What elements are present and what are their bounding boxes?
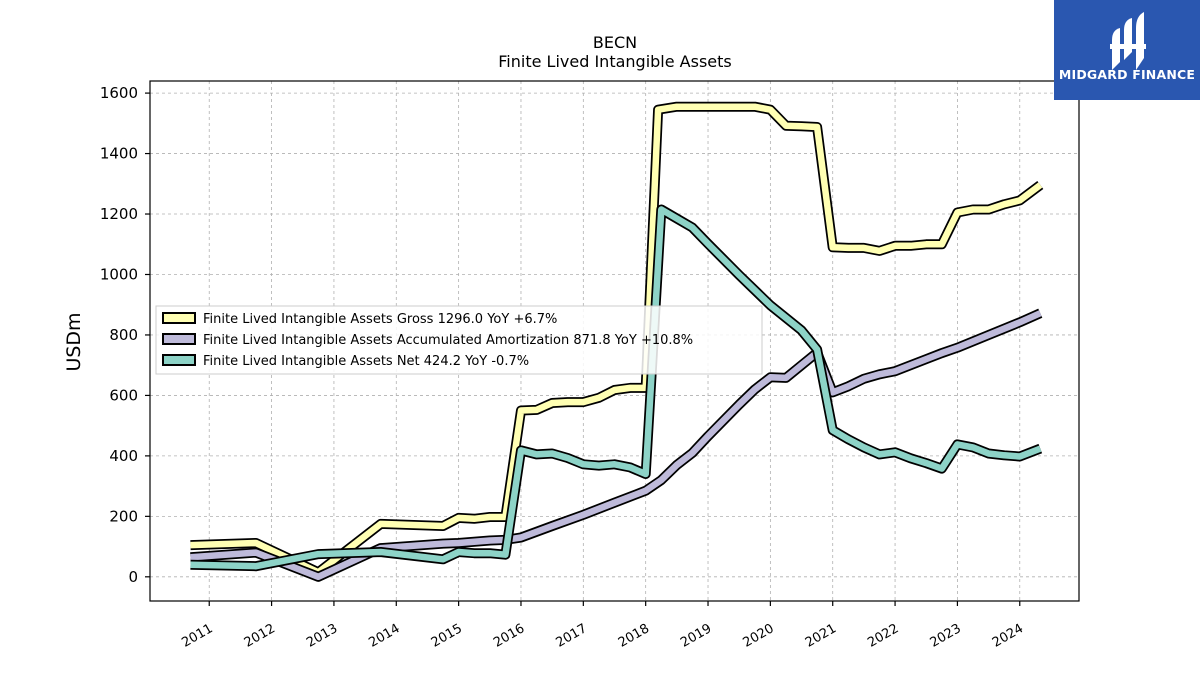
- x-tick-label: 2022: [865, 621, 901, 651]
- series-line-1: [190, 310, 1042, 581]
- chart-subtitle: Finite Lived Intangible Assets: [498, 52, 731, 71]
- legend-swatch-1: [162, 333, 196, 345]
- legend-swatch-2: [162, 354, 196, 366]
- x-tick-label: 2020: [741, 621, 777, 651]
- y-tick-label: 0: [128, 568, 138, 586]
- logo-mark-icon: [1110, 12, 1146, 70]
- series-line-0: [190, 103, 1043, 576]
- y-tick-label: 1400: [100, 145, 138, 163]
- y-tick-label: 200: [109, 507, 138, 525]
- legend-box: [155, 305, 763, 375]
- x-tick-label: 2011: [179, 621, 215, 651]
- y-axis-label: USDm: [63, 312, 85, 371]
- x-tick-label: 2015: [429, 621, 465, 651]
- x-tick-label: 2014: [366, 621, 402, 651]
- y-tick-label: 800: [109, 326, 138, 344]
- x-tick-label: 2013: [304, 621, 340, 651]
- x-tick-label: 2021: [803, 621, 839, 651]
- y-tick-label: 1600: [100, 84, 138, 102]
- series-lines: [190, 101, 1044, 582]
- x-tick-label: 2017: [553, 621, 589, 651]
- x-tick-label: 2018: [616, 621, 652, 651]
- chart-title: BECN: [593, 33, 637, 52]
- legend: Finite Lived Intangible Assets Gross 129…: [155, 305, 763, 375]
- x-tick-label: 2019: [678, 621, 714, 651]
- plot-frame: [149, 80, 1080, 602]
- legend-entry-0: Finite Lived Intangible Assets Gross 129…: [203, 312, 557, 327]
- y-tick-label: 1000: [100, 265, 138, 283]
- logo-text: MIDGARD FINANCE: [1058, 67, 1196, 82]
- x-tick-label: 2024: [990, 621, 1026, 651]
- midgard-finance-logo: MIDGARD FINANCE: [1054, 0, 1200, 100]
- legend-entry-2: Finite Lived Intangible Assets Net 424.2…: [203, 354, 529, 369]
- legend-swatch-0: [162, 312, 196, 324]
- x-tick-label: 2016: [491, 621, 527, 651]
- legend-entry-1: Finite Lived Intangible Assets Accumulat…: [203, 333, 693, 348]
- x-tick-label: 2023: [928, 621, 964, 651]
- y-tick-label: 400: [109, 447, 138, 465]
- y-tick-label: 600: [109, 386, 138, 404]
- x-tick-label: 2012: [242, 621, 278, 651]
- series-line-2: [190, 206, 1042, 570]
- y-tick-label: 1200: [100, 205, 138, 223]
